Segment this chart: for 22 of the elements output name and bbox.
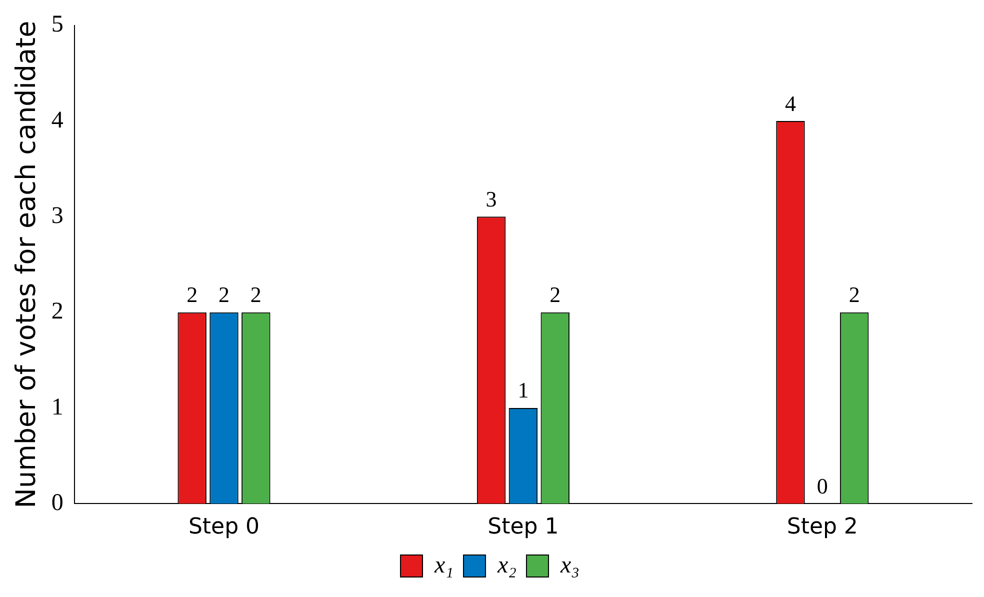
data-label: 1 bbox=[518, 378, 529, 403]
y-tick-label: 5 bbox=[51, 12, 64, 38]
data-label: 2 bbox=[848, 282, 860, 308]
data-label: 3 bbox=[486, 186, 497, 212]
data-label: 2 bbox=[218, 282, 230, 308]
x-tick-label: Step 1 bbox=[488, 514, 559, 540]
data-label: 2 bbox=[186, 282, 198, 308]
data-label: 2 bbox=[250, 282, 262, 308]
y-tick-label: 1 bbox=[51, 394, 64, 420]
legend-label: x₁ bbox=[434, 552, 454, 578]
y-tick-label: 3 bbox=[51, 202, 64, 229]
data-label: 2 bbox=[550, 282, 561, 308]
y-tick-label: 2 bbox=[51, 298, 64, 325]
legend-label: x₃ bbox=[560, 552, 580, 578]
legend-label: x₂ bbox=[496, 552, 516, 578]
data-label: 0 bbox=[816, 473, 828, 498]
y-tick-label: 0 bbox=[51, 490, 64, 516]
x-tick-label: Step 2 bbox=[786, 514, 858, 540]
data-label: 4 bbox=[784, 90, 796, 116]
y-tick-label: 4 bbox=[51, 107, 64, 134]
x-tick-label: Step 0 bbox=[188, 514, 260, 540]
y-axis-title: Number of votes for each candidate bbox=[11, 20, 42, 508]
